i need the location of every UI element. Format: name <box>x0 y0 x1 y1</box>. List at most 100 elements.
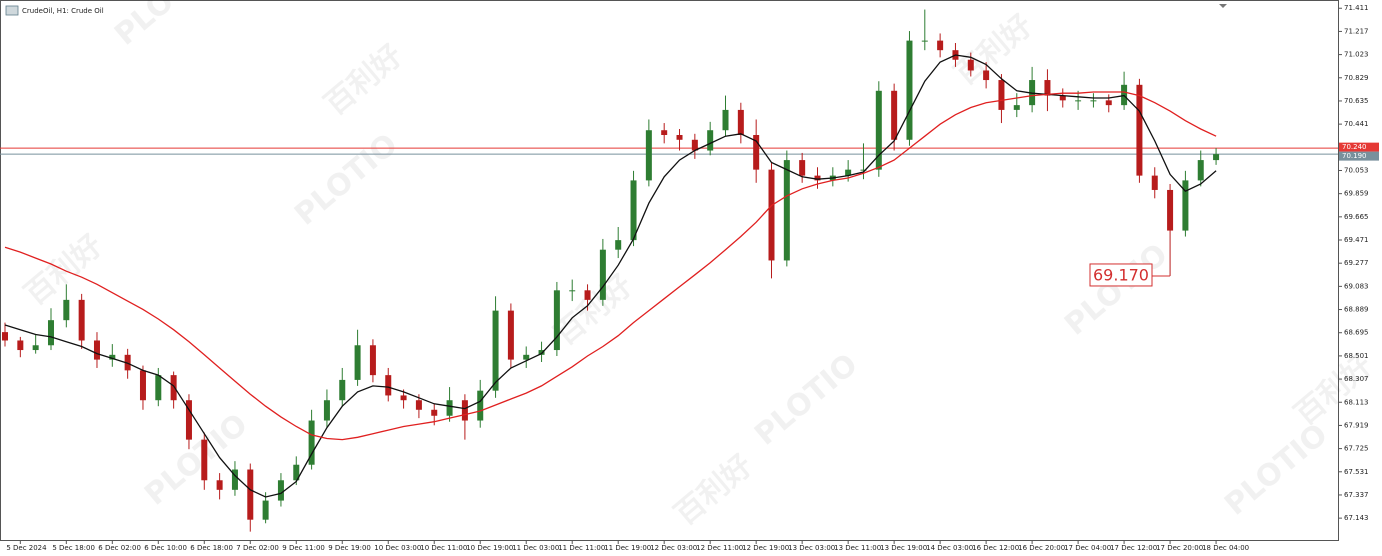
annotation-label: 69.170 <box>1093 265 1149 284</box>
x-tick-label: 10 Dec 11:00 <box>420 544 467 552</box>
candle-body <box>47 320 54 346</box>
candle-body <box>185 400 192 440</box>
candle-body <box>584 290 591 300</box>
y-tick-label: 68.307 <box>1344 375 1369 383</box>
x-tick-label: 9 Dec 19:00 <box>328 544 371 552</box>
x-tick-label: 13 Dec 19:00 <box>880 544 927 552</box>
x-tick-label: 10 Dec 19:00 <box>466 544 513 552</box>
y-tick-label: 70.635 <box>1344 97 1369 105</box>
candle-body <box>461 400 468 421</box>
candle-body <box>768 169 775 261</box>
candle-body <box>983 70 990 81</box>
x-tick-label: 17 Dec 12:00 <box>1110 544 1157 552</box>
x-tick-label: 13 Dec 03:00 <box>788 544 835 552</box>
candle-body <box>1151 175 1158 190</box>
x-tick-label: 16 Dec 12:00 <box>972 544 1019 552</box>
candle-body <box>293 464 300 481</box>
candle-body <box>569 290 576 292</box>
y-tick-label: 71.023 <box>1344 51 1369 59</box>
candle-body <box>691 139 698 151</box>
y-tick-label: 67.143 <box>1344 514 1369 522</box>
candle-body <box>415 400 422 410</box>
x-tick-label: 5 Dec 18:00 <box>52 544 95 552</box>
x-tick-label: 14 Dec 03:00 <box>926 544 973 552</box>
candle-body <box>937 40 944 51</box>
candle-body <box>1167 189 1174 231</box>
candle-body <box>1075 100 1082 102</box>
y-tick-label: 70.441 <box>1344 120 1369 128</box>
candle-body <box>875 90 882 170</box>
candle-body <box>369 345 376 376</box>
y-tick-label: 69.083 <box>1344 282 1369 290</box>
candle-body <box>523 354 530 360</box>
y-tick-label: 70.829 <box>1344 74 1369 82</box>
y-tick-label: 70.053 <box>1344 166 1369 174</box>
candle-body <box>477 390 484 421</box>
candle-body <box>906 40 913 140</box>
y-tick-label: 67.337 <box>1344 491 1369 499</box>
y-tick-label: 69.277 <box>1344 259 1369 267</box>
x-tick-label: 11 Dec 11:00 <box>558 544 605 552</box>
candle-body <box>247 469 254 520</box>
candle-body <box>1182 180 1189 231</box>
candle-body <box>170 375 177 401</box>
candle-body <box>1090 100 1097 102</box>
y-tick-label: 69.859 <box>1344 190 1369 198</box>
candle-body <box>17 340 24 351</box>
y-tick-label: 71.411 <box>1344 4 1369 12</box>
candle-body <box>109 354 116 360</box>
candle-body <box>400 395 407 401</box>
x-tick-label: 11 Dec 19:00 <box>604 544 651 552</box>
x-tick-label: 16 Dec 20:00 <box>1018 544 1065 552</box>
x-tick-label: 9 Dec 11:00 <box>282 544 325 552</box>
candle-body <box>2 332 8 341</box>
y-tick-label: 68.501 <box>1344 352 1369 360</box>
candle-body <box>507 310 514 360</box>
candle-body <box>277 480 284 501</box>
candle-body <box>93 340 100 360</box>
candle-body <box>538 350 545 355</box>
x-tick-label: 6 Dec 18:00 <box>190 544 233 552</box>
candle-body <box>1044 80 1051 96</box>
moving-average <box>4 91 1217 441</box>
candle-body <box>661 130 668 135</box>
candle-body <box>707 130 714 151</box>
x-tick-label: 7 Dec 02:00 <box>236 544 279 552</box>
y-tick-label: 69.471 <box>1344 236 1369 244</box>
price-label: 70.240 <box>1342 143 1367 151</box>
candle-body <box>155 375 162 401</box>
x-tick-label: 13 Dec 11:00 <box>834 544 881 552</box>
candle-body <box>308 420 315 465</box>
x-tick-label: 10 Dec 03:00 <box>374 544 421 552</box>
candle-body <box>339 379 346 401</box>
candle-body <box>1059 95 1066 101</box>
candle-body <box>860 169 867 171</box>
symbol-icon <box>5 5 19 16</box>
candle-body <box>1213 154 1220 161</box>
price-label-bg <box>1339 151 1379 161</box>
x-tick-label: 18 Dec 04:00 <box>1202 544 1249 552</box>
x-tick-label: 5 Dec 2024 <box>6 544 47 552</box>
y-tick-label: 67.725 <box>1344 445 1369 453</box>
candle-body <box>799 160 806 176</box>
x-tick-label: 11 Dec 03:00 <box>512 544 559 552</box>
candle-body <box>262 500 269 520</box>
candle-body <box>615 240 622 250</box>
candle-body <box>1013 105 1020 110</box>
y-tick-label: 68.695 <box>1344 329 1369 337</box>
y-tick-label: 68.889 <box>1344 306 1369 314</box>
y-tick-label: 69.665 <box>1344 213 1369 221</box>
candle-body <box>553 290 560 351</box>
candle-body <box>1105 100 1112 106</box>
y-tick-label: 68.113 <box>1344 398 1369 406</box>
candle-body <box>431 409 438 416</box>
moving-average <box>4 54 1217 498</box>
candle-body <box>139 370 146 401</box>
candle-body <box>630 180 637 241</box>
x-tick-label: 6 Dec 02:00 <box>98 544 141 552</box>
candle-body <box>998 80 1005 110</box>
price-label: 70.190 <box>1342 152 1367 160</box>
candle-body <box>492 310 499 391</box>
annotation-box <box>1089 263 1153 287</box>
candle-body <box>737 109 744 135</box>
